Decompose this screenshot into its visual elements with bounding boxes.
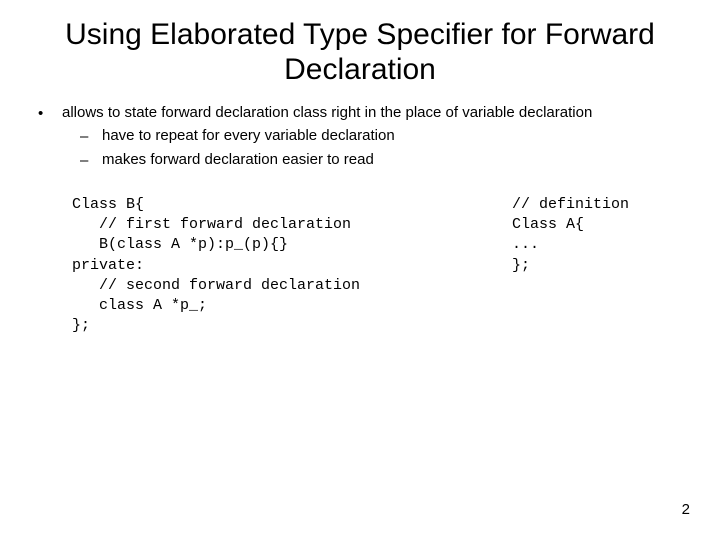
code-area: Class B{ // first forward declaration B(… [72,195,692,337]
code-left: Class B{ // first forward declaration B(… [72,195,512,337]
bullet-dash-icon: – [80,126,102,147]
bullet-sub-1-text: have to repeat for every variable declar… [102,126,692,146]
bullet-main-text: allows to state forward declaration clas… [62,103,692,123]
slide: Using Elaborated Type Specifier for Forw… [0,0,720,540]
bullet-main: • allows to state forward declaration cl… [38,103,692,124]
slide-title: Using Elaborated Type Specifier for Forw… [50,18,670,87]
code-right: // definition Class A{ ... }; [512,195,692,337]
page-number: 2 [682,501,690,518]
bullet-dash-icon: – [80,150,102,171]
bullet-sub-1: – have to repeat for every variable decl… [80,126,692,147]
bullet-sub-2: – makes forward declaration easier to re… [80,150,692,171]
slide-body: • allows to state forward declaration cl… [28,103,692,337]
bullet-dot-icon: • [38,103,62,124]
bullet-sub-2-text: makes forward declaration easier to read [102,150,692,170]
